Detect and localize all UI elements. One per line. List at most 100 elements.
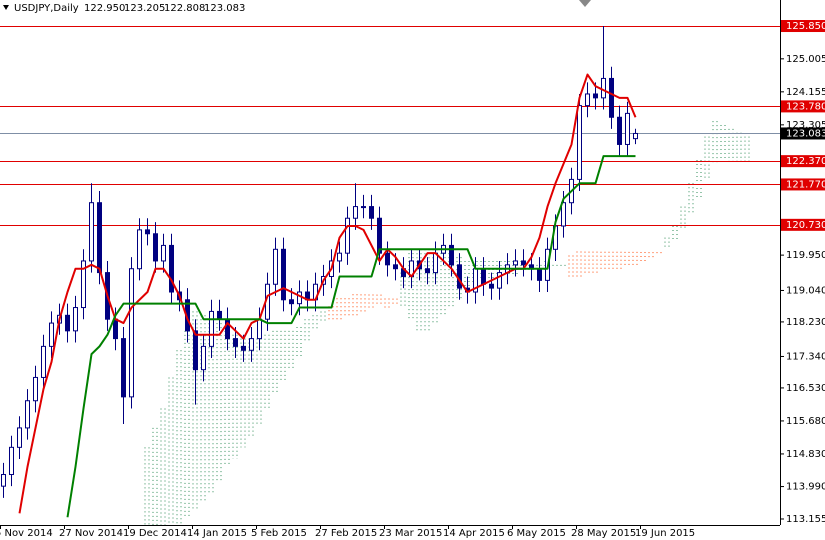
candle-body (129, 268, 134, 398)
candle-body (33, 376, 38, 402)
y-tick-label: 123.305 (786, 120, 825, 131)
candle-body (353, 206, 358, 219)
level-label-box (781, 218, 825, 231)
ohlc-label: 122.808 (164, 3, 205, 14)
shift-marker (579, 0, 591, 7)
y-tick-label: 125.005 (786, 54, 825, 65)
x-tick-label: 14 Jan 2015 (187, 528, 247, 539)
indicator-line (18, 73, 637, 514)
y-tick-label: 113.990 (786, 482, 825, 493)
candle-body (65, 314, 70, 332)
candle-body (457, 264, 462, 289)
ohlc-label: 123.205 (124, 3, 165, 14)
x-tick-label: 5 Nov 2014 (0, 528, 53, 539)
level-label-box (781, 178, 825, 191)
x-tick-label: 14 Apr 2015 (443, 528, 505, 539)
candle-body (521, 260, 526, 266)
indicator-line (66, 155, 636, 518)
candle-body (393, 264, 398, 270)
candle-body (193, 330, 198, 371)
candle-body (369, 206, 374, 219)
level-label: 121.770 (786, 179, 825, 190)
last-price-box (781, 127, 825, 140)
candle-body (377, 217, 382, 254)
ohlc-label: 123.083 (204, 3, 245, 14)
candle-body (297, 291, 302, 305)
candle-body (273, 248, 278, 285)
last-price-label: 123.083 (786, 128, 825, 139)
candle-body (497, 272, 502, 289)
candle-body (249, 338, 254, 351)
x-tick-label: 19 Jun 2015 (635, 528, 695, 539)
candle-body (209, 310, 214, 347)
level-label-box (781, 100, 825, 113)
candle-body (537, 268, 542, 281)
y-tick-label: 118.230 (786, 317, 825, 328)
candle-body (217, 310, 222, 320)
candle-body (41, 345, 46, 378)
candle-body (361, 206, 366, 209)
candle-body (425, 268, 430, 274)
candle-body (145, 229, 150, 235)
candle-body (561, 202, 566, 227)
candle-body (233, 338, 238, 347)
candle-body (169, 244, 174, 293)
level-label: 122.370 (786, 156, 825, 167)
y-tick-label: 116.530 (786, 383, 825, 394)
candle-body (9, 446, 14, 476)
candle-body (625, 112, 630, 145)
candle-body (513, 260, 518, 266)
x-tick-label: 5 Feb 2015 (251, 528, 307, 539)
candle-body (97, 202, 102, 274)
candle-body (633, 132, 638, 140)
candle-body (289, 299, 294, 305)
candle-body (257, 318, 262, 340)
level-label: 123.780 (786, 101, 825, 112)
candle-body (73, 307, 78, 332)
x-tick-label: 27 Nov 2014 (59, 528, 123, 539)
x-tick-label: 23 Mar 2015 (379, 528, 442, 539)
candle-body (617, 116, 622, 145)
menu-arrow (3, 5, 9, 10)
candle-body (1, 474, 6, 487)
level-label: 120.730 (786, 220, 825, 231)
candle-body (25, 400, 30, 429)
candle-body (241, 345, 246, 351)
candle-body (137, 229, 142, 270)
ohlc-label: 122.950 (84, 3, 125, 14)
candle-body (153, 233, 158, 262)
candle-body (585, 93, 590, 107)
x-tick-label: 27 Feb 2015 (315, 528, 377, 539)
x-tick-label: 6 May 2015 (507, 528, 566, 539)
candle-body (17, 427, 22, 448)
candle-body (385, 252, 390, 266)
y-tick-label: 119.040 (786, 285, 825, 296)
x-tick-label: 28 May 2015 (571, 528, 636, 539)
candle-body (337, 252, 342, 262)
candle-body (345, 217, 350, 254)
candle-body (609, 77, 614, 118)
candle-body (577, 105, 582, 180)
candle-body (481, 268, 486, 285)
y-tick-label: 124.155 (786, 87, 825, 98)
candle-body (81, 260, 86, 309)
candle-body (449, 244, 454, 266)
level-label-box (781, 20, 825, 33)
y-tick-label: 117.340 (786, 351, 825, 362)
candle-body (49, 322, 54, 347)
x-tick-label: 19 Dec 2014 (123, 528, 187, 539)
level-label: 125.850 (786, 21, 825, 32)
candle-body (201, 345, 206, 371)
level-label-box (781, 155, 825, 168)
candle-body (489, 283, 494, 289)
candle-body (89, 202, 94, 262)
candle-body (121, 338, 126, 398)
y-tick-label: 119.950 (786, 250, 825, 261)
candle-body (601, 77, 606, 99)
candle-body (281, 248, 286, 301)
candle-body (113, 318, 118, 340)
y-tick-label: 113.155 (786, 514, 825, 525)
y-tick-label: 114.830 (786, 449, 825, 460)
candle-body (593, 93, 598, 99)
